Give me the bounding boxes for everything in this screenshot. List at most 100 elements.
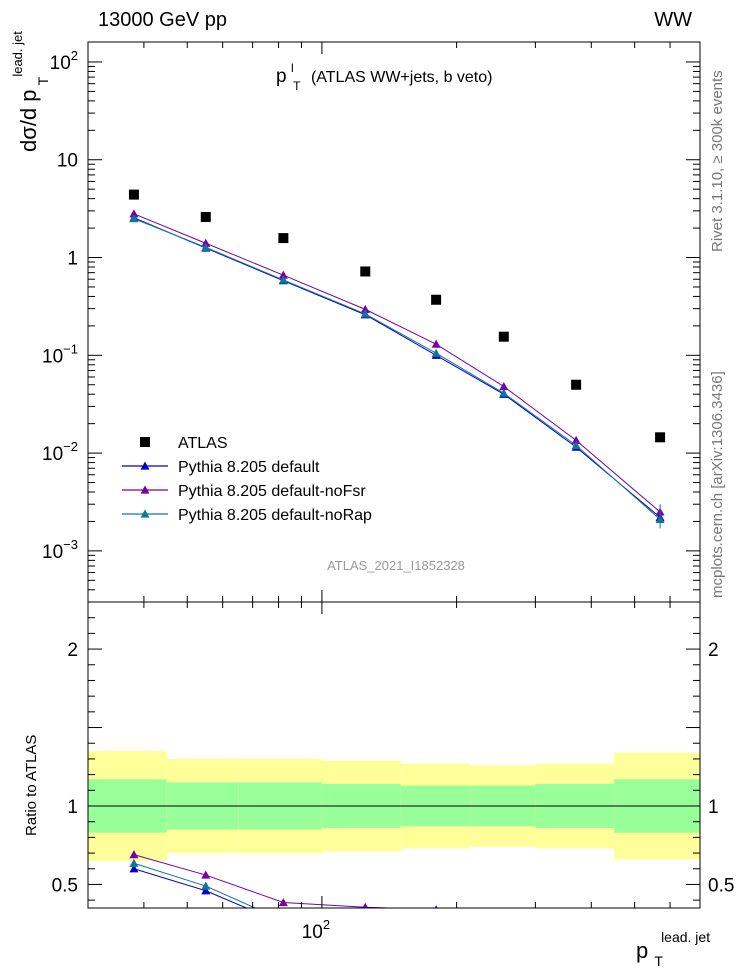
mc-point	[499, 381, 509, 391]
legend: ATLAS Pythia 8.205 default Pythia 8.205 de…	[122, 435, 372, 524]
y-tick-label-base: 10	[57, 151, 78, 172]
y-tick-label: 1	[67, 249, 78, 270]
ratio-point	[129, 864, 139, 873]
legend-label: Pythia 8.205 default-noFsr	[178, 483, 366, 500]
data-point	[360, 266, 371, 277]
y-axis-label-sub: T	[35, 76, 51, 85]
mc-point	[278, 270, 288, 279]
ratio-point	[572, 936, 581, 944]
mc-series-line	[133, 217, 661, 518]
data-point	[128, 189, 139, 200]
y-tick-label-exp: 2	[71, 48, 78, 63]
y-axis-label-main: dσ/d p	[16, 89, 41, 152]
y-tick-label-exp: −1	[63, 341, 78, 356]
mc-point	[129, 209, 139, 218]
x-axis-label-sub: T	[654, 953, 663, 969]
ratio-point	[361, 927, 370, 935]
ratio-point	[278, 898, 288, 907]
ratio-point	[201, 886, 211, 895]
x-axis-label: p T lead. jet	[636, 929, 710, 971]
ratio-point	[201, 881, 211, 890]
ratio-point	[434, 905, 438, 908]
x-tick-label-exp: 2	[323, 917, 330, 932]
legend-label: Pythia 8.205 default	[178, 459, 320, 476]
ratio-point	[201, 870, 211, 879]
mcplots-label: mcplots.cern.ch [arXiv:1306.3436]	[709, 371, 726, 598]
mc-point	[360, 304, 370, 313]
legend-marker	[140, 485, 150, 494]
title-subscript: T	[293, 79, 301, 93]
title-text: (ATLAS WW+jets, b veto)	[311, 69, 493, 86]
ratio-point	[432, 935, 441, 943]
title-superscript: l	[291, 61, 294, 75]
ratio-y-tick-label-right: 2	[708, 640, 719, 661]
data-point	[655, 432, 666, 443]
mc-point	[571, 440, 581, 449]
ratio-y-tick-label: 1	[67, 797, 78, 818]
main-panel	[128, 189, 666, 529]
x-tick-label-base: 10	[302, 922, 323, 943]
ratio-series-line	[133, 862, 257, 908]
data-point	[278, 233, 289, 244]
ratio-point	[572, 938, 581, 946]
legend-marker	[140, 461, 150, 470]
legend-label: Pythia 8.205 default-noRap	[178, 507, 372, 524]
y-tick-label-base: 10	[50, 53, 71, 74]
ratio-series-line	[133, 854, 404, 908]
mc-series-line	[133, 218, 661, 520]
legend-label-data: ATLAS	[178, 435, 228, 452]
data-point	[200, 211, 211, 222]
ratio-y-tick-label: 0.5	[52, 875, 78, 896]
header-process-label: WW	[654, 9, 692, 31]
ratio-panel	[88, 751, 700, 946]
x-axis-label-sup: lead. jet	[661, 929, 710, 945]
y-tick-label-base: 10	[42, 346, 63, 367]
ratio-y-tick-label: 2	[67, 640, 78, 661]
data-point	[431, 294, 442, 305]
y-axis-label: dσ/d p T lead. jet	[10, 31, 53, 152]
ratio-point	[432, 936, 441, 944]
ratio-frame	[87, 601, 701, 909]
ratio-point	[129, 858, 139, 867]
mc-point	[129, 214, 139, 223]
ratio-point	[279, 916, 288, 924]
y-axis-label-sup: lead. jet	[10, 31, 25, 77]
legend-marker	[140, 509, 150, 518]
ratio-point	[361, 930, 370, 938]
ratio-point	[279, 919, 288, 927]
mc-point	[499, 388, 509, 397]
y-tick-label-base: 10	[42, 444, 63, 465]
ratio-point	[499, 911, 508, 919]
data-point	[571, 379, 582, 390]
rivet-version-label: Rivet 3.1.10, ≥ 300k events	[709, 70, 726, 252]
ratio-point	[572, 916, 581, 924]
data-point	[498, 331, 509, 342]
ratio-series-line	[133, 868, 248, 908]
ratio-y-axis-label: Ratio to ATLAS	[23, 735, 40, 836]
header-energy-label: 13000 GeV pp	[98, 9, 227, 31]
y-tick-label: 10−3	[42, 537, 78, 563]
x-axis-label-main: p	[636, 938, 648, 963]
ratio-point	[129, 850, 139, 859]
y-tick-label-base: 1	[67, 249, 78, 270]
plot-title: p l T (ATLAS WW+jets, b veto)	[276, 59, 492, 94]
y-tick-label-exp: −2	[63, 439, 78, 454]
mc-point	[201, 242, 211, 251]
legend-marker-data	[140, 437, 150, 447]
mc-point	[201, 238, 211, 247]
analysis-watermark: ATLAS_2021_I1852328	[327, 558, 465, 573]
y-tick-label-exp: −3	[63, 537, 78, 552]
y-tick-label: 10−1	[42, 341, 78, 367]
mc-point	[431, 348, 441, 357]
y-tick-label: 10	[57, 151, 78, 172]
y-tick-label: 10−2	[42, 439, 78, 465]
ratio-y-tick-label-right: 1	[708, 797, 719, 818]
ratio-point	[362, 902, 369, 908]
mc-point	[360, 309, 370, 318]
title-symbol: p	[276, 66, 287, 87]
y-tick-label: 102	[50, 48, 78, 74]
ratio-y-tick-label-right: 0.5	[708, 875, 734, 896]
ratio-point	[499, 936, 508, 944]
